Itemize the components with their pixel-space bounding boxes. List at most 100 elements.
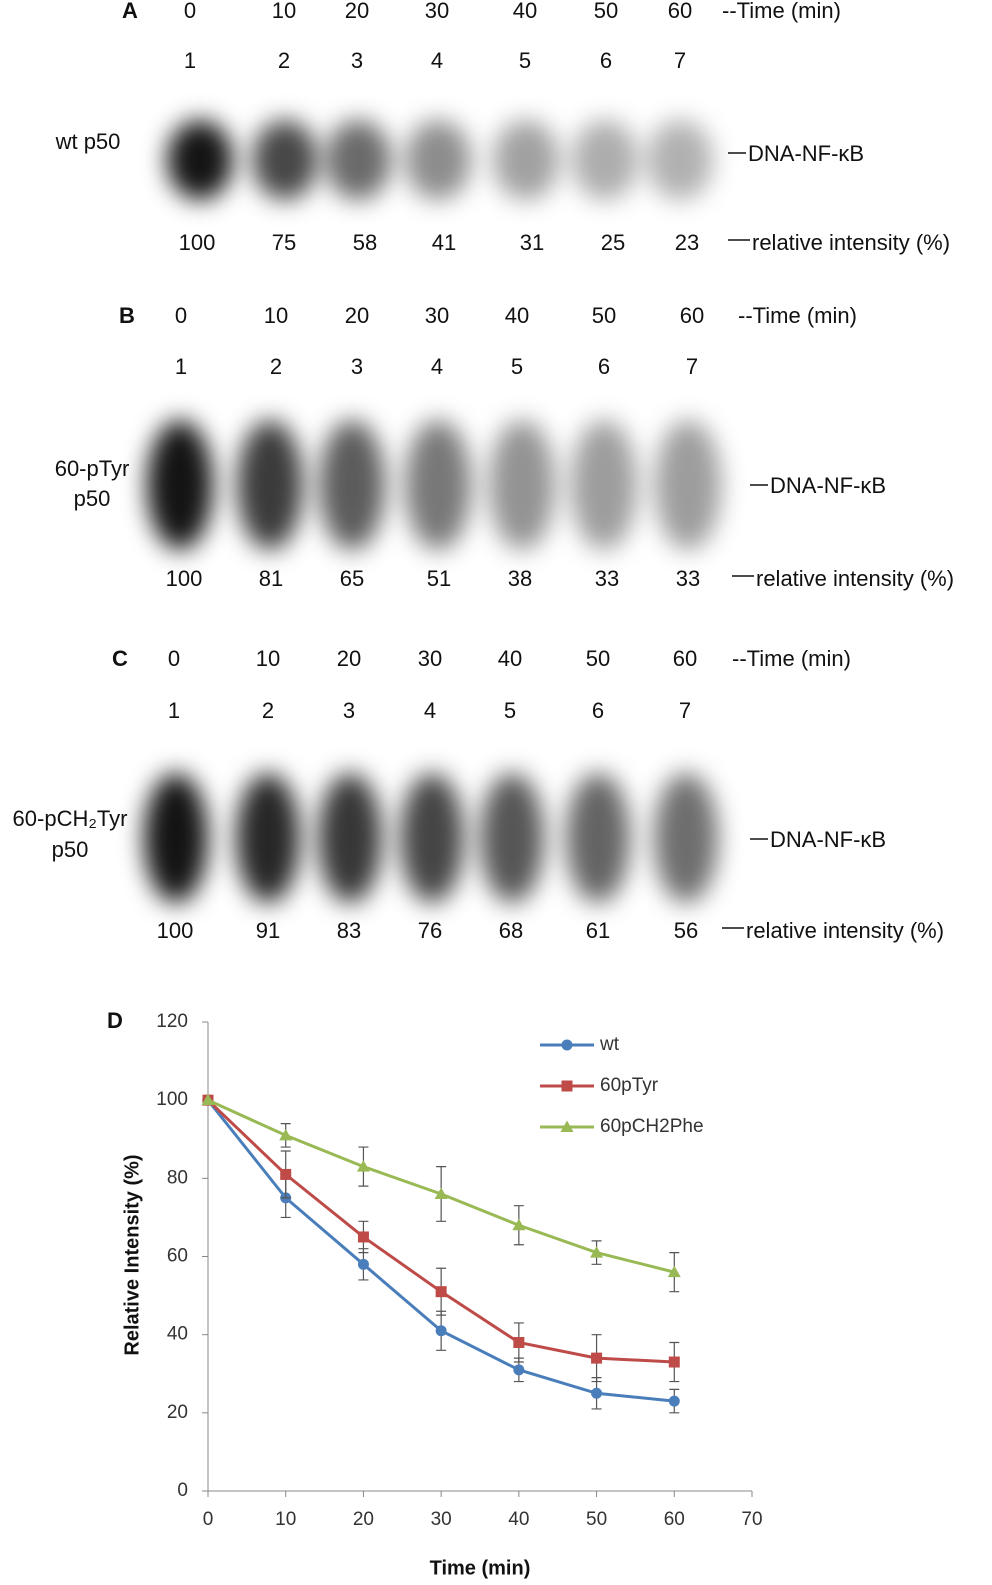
lane-number: 5: [511, 354, 523, 379]
data-point: [356, 1160, 370, 1172]
time-label: 30: [425, 0, 449, 23]
sample-label: p50: [74, 486, 111, 511]
lane-number: 4: [424, 698, 436, 723]
gel-band: [237, 420, 303, 550]
legend-marker: [561, 1039, 573, 1051]
y-tick-label: 40: [167, 1324, 188, 1345]
data-point: [357, 1258, 369, 1270]
data-point: [279, 1128, 293, 1141]
lane-number: 3: [343, 698, 355, 723]
lane-number: 1: [184, 48, 196, 73]
intensity-value: 33: [676, 566, 700, 591]
intensity-value: 91: [256, 918, 280, 943]
panel-label: C: [112, 646, 128, 671]
legend-label: wt: [599, 1034, 620, 1055]
y-tick-label: 100: [156, 1089, 188, 1110]
gel-band: [489, 420, 555, 550]
x-tick-label: 10: [275, 1509, 296, 1530]
time-label: 40: [513, 0, 537, 23]
gel-band: [480, 773, 544, 903]
lane-number: 7: [686, 354, 698, 379]
sample-label: wt p50: [55, 129, 121, 154]
lane-number: 4: [431, 48, 443, 73]
intensity-value: 31: [520, 230, 544, 255]
time-label: 50: [592, 303, 616, 328]
data-point: [434, 1187, 448, 1199]
panel-label: B: [119, 303, 135, 328]
intensity-value: 61: [586, 918, 610, 943]
gel-band: [144, 773, 208, 903]
intensity-value: 81: [259, 566, 283, 591]
gel-band: [318, 773, 382, 903]
intensity-value: 23: [675, 230, 699, 255]
x-tick-label: 0: [203, 1509, 214, 1530]
x-tick-label: 60: [664, 1509, 685, 1530]
time-label: 0: [184, 0, 196, 23]
lane-number: 3: [351, 354, 363, 379]
gel-band: [655, 420, 721, 550]
time-axis-label: --Time (min): [732, 646, 851, 671]
time-label: 60: [680, 303, 704, 328]
x-tick-label: 70: [741, 1509, 762, 1530]
intensity-axis-label: relative intensity (%): [756, 566, 954, 591]
time-label: 10: [256, 646, 280, 671]
time-label: 50: [594, 0, 618, 23]
gel-band: [571, 420, 637, 550]
time-label: 20: [337, 646, 361, 671]
lane-number: 6: [600, 48, 612, 73]
time-label: 0: [175, 303, 187, 328]
data-point: [280, 1168, 292, 1180]
data-point: [201, 1093, 215, 1106]
intensity-value: 58: [353, 230, 377, 255]
gel-band: [147, 420, 213, 550]
time-label: 30: [425, 303, 449, 328]
data-point: [512, 1218, 526, 1231]
y-tick-label: 60: [167, 1246, 188, 1267]
time-label: 20: [345, 0, 369, 23]
intensity-value: 41: [432, 230, 456, 255]
band-label: DNA-NF-κB: [770, 827, 886, 852]
y-tick-label: 20: [167, 1402, 188, 1423]
lane-number: 6: [598, 354, 610, 379]
data-point: [668, 1395, 680, 1407]
intensity-value: 76: [418, 918, 442, 943]
panel-label: A: [122, 0, 138, 23]
data-point: [591, 1352, 603, 1364]
intensity-value: 100: [166, 566, 203, 591]
band-label: DNA-NF-κB: [748, 141, 864, 166]
panel-label: D: [107, 1008, 123, 1033]
x-tick-label: 30: [431, 1509, 452, 1530]
x-axis-title: Time (min): [430, 1557, 531, 1579]
legend-label: 60pCH2Phe: [600, 1116, 704, 1137]
time-axis-label: --Time (min): [738, 303, 857, 328]
data-point: [667, 1265, 681, 1278]
y-tick-label: 0: [177, 1480, 188, 1501]
lane-number: 1: [168, 698, 180, 723]
intensity-value: 65: [340, 566, 364, 591]
x-tick-label: 40: [508, 1509, 529, 1530]
legend-marker: [561, 1080, 573, 1092]
lane-number: 3: [351, 48, 363, 73]
time-label: 10: [272, 0, 296, 23]
gel-band: [400, 773, 464, 903]
data-point: [357, 1231, 369, 1243]
gel-band: [405, 120, 471, 200]
x-tick-label: 20: [353, 1509, 374, 1530]
time-label: 10: [264, 303, 288, 328]
time-label: 40: [498, 646, 522, 671]
gel-band: [236, 773, 300, 903]
time-label: 60: [668, 0, 692, 23]
lane-number: 5: [519, 48, 531, 73]
legend-label: 60pTyr: [600, 1075, 659, 1096]
lane-number: 1: [175, 354, 187, 379]
gel-band: [167, 120, 233, 200]
intensity-value: 33: [595, 566, 619, 591]
time-label: 0: [168, 646, 180, 671]
intensity-value: 25: [601, 230, 625, 255]
lane-number: 6: [592, 698, 604, 723]
lane-number: 7: [674, 48, 686, 73]
intensity-value: 68: [499, 918, 523, 943]
gel-band: [572, 120, 638, 200]
